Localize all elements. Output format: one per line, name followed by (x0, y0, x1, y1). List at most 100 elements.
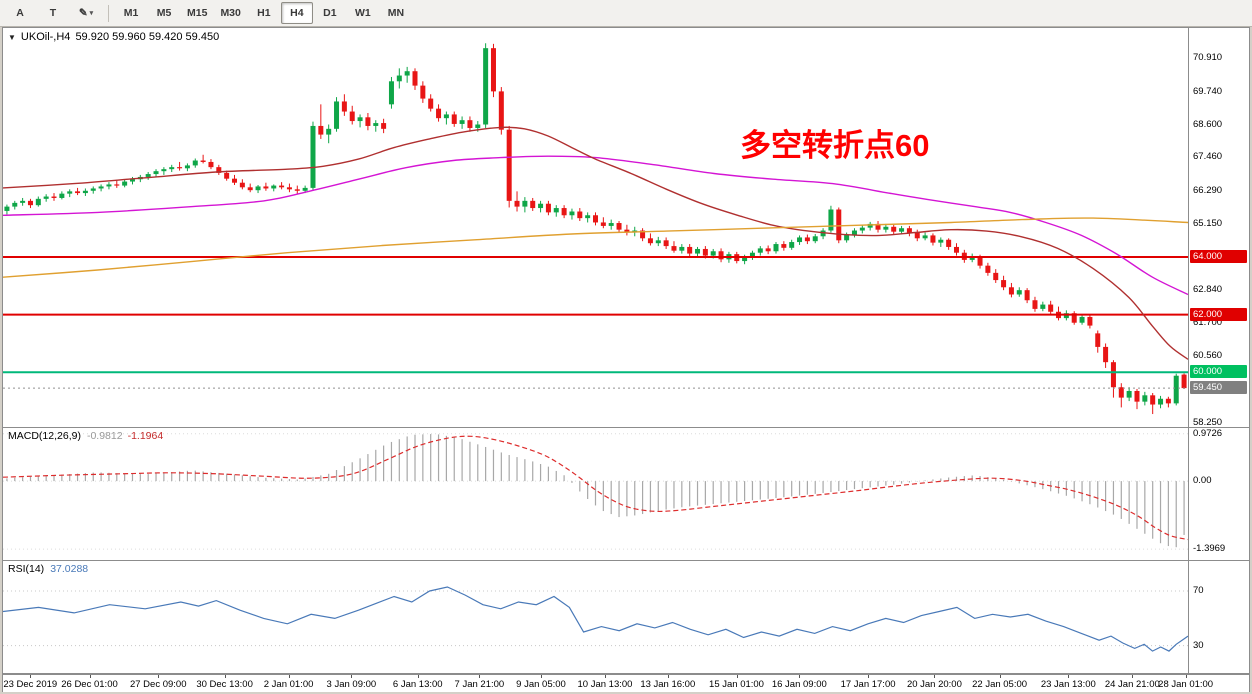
macd-signal-line (3, 435, 1188, 541)
time-axis-label: 2 Jan 01:00 (263, 679, 314, 690)
price-tick-label: 62.840 (1193, 284, 1223, 296)
timeframe-d1-button[interactable]: D1 (323, 7, 337, 19)
time-axis-label: 23 Dec 2019 (3, 679, 58, 690)
chart-window: ▼ UKOil-,H4 59.920 59.960 59.420 59.450 … (2, 27, 1250, 692)
price-tick-label: 70.910 (1193, 51, 1223, 63)
time-axis-tick (540, 675, 542, 678)
time-axis-label: 16 Jan 09:00 (771, 679, 827, 690)
toolbar: A T ✎ ▾ M1 M5 M15 M30 H1 H4 D1 W1 MN (0, 0, 1252, 27)
price-badge-level-60: 60.000 (1190, 365, 1247, 379)
rsi-chart-canvas[interactable] (3, 561, 1188, 673)
time-axis-label: 24 Jan 21:00 (1104, 679, 1160, 690)
time-axis-tick (1132, 675, 1134, 678)
timeframe-mn-button[interactable]: MN (387, 7, 405, 19)
macd-indicator-name: MACD(12,26,9) (8, 430, 81, 442)
time-axis-tick (479, 675, 481, 678)
rsi-tick-label: 70 (1193, 585, 1204, 597)
time-axis-label: 27 Dec 09:00 (129, 679, 187, 690)
time-axis-label: 17 Jan 17:00 (840, 679, 896, 690)
time-axis-label: 22 Jan 05:00 (972, 679, 1028, 690)
timeframe-buttons-group: M1 M5 M15 M30 H1 H4 D1 W1 MN (115, 2, 412, 24)
time-axis-tick (1185, 675, 1187, 678)
rsi-indicator-name: RSI(14) (8, 563, 45, 575)
chart-dropdown-icon[interactable]: ▼ (8, 32, 16, 42)
drawing-tool-button[interactable]: ✎ ▾ (78, 7, 94, 19)
timeframe-h4-button[interactable]: H4 (280, 2, 313, 24)
dropdown-caret-icon: ▾ (89, 10, 94, 17)
time-axis-label: 23 Jan 13:00 (1040, 679, 1096, 690)
time-axis-tick (288, 675, 290, 678)
price-tick-label: 68.600 (1193, 118, 1223, 130)
macd-main-value: -0.9812 (86, 430, 123, 442)
macd-tick-label: 0.00 (1193, 475, 1212, 487)
rsi-value: 37.0288 (50, 563, 89, 575)
toolbar-separator (108, 4, 109, 22)
macd-pane: MACD(12,26,9) -0.9812 -1.1964 0.9726 0.00 -1… (3, 428, 1249, 561)
macd-scale[interactable]: 0.9726 0.00 -1.3969 (1188, 428, 1249, 560)
time-axis-tick (89, 675, 91, 678)
timeframe-h1-button[interactable]: H1 (257, 7, 271, 19)
price-tick-label: 66.290 (1193, 185, 1223, 197)
chart-title: ▼ UKOil-,H4 59.920 59.960 59.420 59.450 (8, 31, 219, 43)
timeframe-m1-button[interactable]: M1 (123, 7, 139, 19)
price-pane: ▼ UKOil-,H4 59.920 59.960 59.420 59.450 … (3, 28, 1249, 428)
macd-histogram-layer (6, 434, 1185, 548)
time-axis-label: 28 Jan 01:00 (1158, 679, 1214, 690)
macd-tick-label: -1.3969 (1193, 543, 1226, 555)
time-axis-tick (30, 675, 32, 678)
time-axis-label: 30 Dec 13:00 (196, 679, 253, 690)
price-tick-label: 61.700 (1193, 317, 1223, 329)
time-axis-tick (736, 675, 738, 678)
price-tick-label: 69.740 (1193, 85, 1223, 97)
timeframe-w1-button[interactable]: W1 (355, 7, 371, 19)
time-axis-tick (224, 675, 226, 678)
price-badge-level-62: 62.000 (1190, 307, 1247, 321)
ma-magenta-line (3, 155, 1188, 296)
time-axis[interactable]: 23 Dec 2019 26 Dec 01:00 27 Dec 09:00 30 De… (3, 674, 1249, 692)
time-axis-tick (868, 675, 870, 678)
macd-tick-label: 0.9726 (1193, 428, 1223, 439)
ma-orange-line (3, 217, 1188, 278)
rsi-label: RSI(14) 37.0288 (8, 563, 88, 575)
time-axis-label: 7 Jan 21:00 (454, 679, 505, 690)
time-axis-tick (604, 675, 606, 678)
time-axis-label: 3 Jan 09:00 (326, 679, 377, 690)
price-scale[interactable]: 70.910 69.740 68.600 67.460 66.290 65.150 62.8… (1188, 28, 1249, 428)
time-axis-label: 6 Jan 13:00 (392, 679, 443, 690)
annotation-tool-button[interactable]: A (16, 7, 24, 19)
timeframe-m15-button[interactable]: M15 (187, 7, 208, 19)
time-axis-label: 9 Jan 05:00 (516, 679, 566, 690)
price-badge-current-price: 59.450 (1190, 381, 1247, 395)
macd-plot[interactable]: MACD(12,26,9) -0.9812 -1.1964 (3, 428, 1188, 560)
chart-annotation-text: 多空转折点60 (740, 128, 930, 163)
price-tick-label: 67.460 (1193, 151, 1223, 163)
time-axis-tick (999, 675, 1001, 678)
price-plot[interactable]: ▼ UKOil-,H4 59.920 59.960 59.420 59.450 … (3, 28, 1188, 427)
time-axis-tick (934, 675, 936, 678)
time-axis-label: 15 Jan 01:00 (709, 679, 764, 690)
macd-chart-canvas[interactable] (3, 428, 1188, 560)
price-badge-level-64: 64.000 (1190, 250, 1247, 264)
time-axis-tick (417, 675, 419, 678)
time-axis-label: 10 Jan 13:00 (577, 679, 633, 690)
timeframe-m30-button[interactable]: M30 (220, 7, 241, 19)
symbol-period-label: UKOil-,H4 (20, 31, 71, 43)
time-axis-tick (158, 675, 160, 678)
rsi-pane: RSI(14) 37.0288 70 30 (3, 561, 1249, 674)
tool-buttons-group: A T ✎ ▾ (4, 2, 102, 24)
macd-label: MACD(12,26,9) -0.9812 -1.1964 (8, 430, 163, 442)
time-axis-label: 13 Jan 16:00 (640, 679, 696, 690)
rsi-plot[interactable]: RSI(14) 37.0288 (3, 561, 1188, 673)
price-tick-label: 60.560 (1193, 350, 1223, 362)
time-axis-tick (799, 675, 801, 678)
price-chart-canvas[interactable] (3, 28, 1188, 427)
rsi-scale[interactable]: 70 30 (1188, 561, 1249, 673)
ohlc-values: 59.920 59.960 59.420 59.450 (75, 31, 220, 43)
time-axis-label: 20 Jan 20:00 (906, 679, 962, 690)
time-axis-tick (351, 675, 353, 678)
text-tool-button[interactable]: T (49, 7, 57, 19)
time-axis-tick (667, 675, 669, 678)
ma-darkred-line (3, 126, 1188, 360)
timeframe-m5-button[interactable]: M5 (156, 7, 172, 19)
